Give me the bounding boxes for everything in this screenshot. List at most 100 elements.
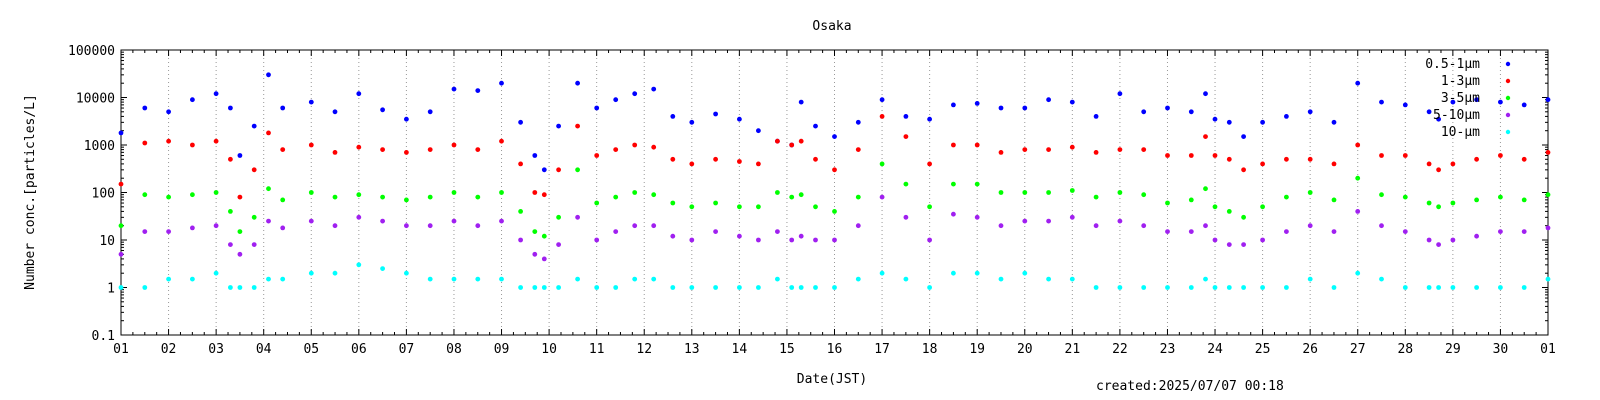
data-point <box>713 229 718 235</box>
data-point <box>475 223 481 229</box>
data-point <box>1226 119 1232 125</box>
data-point <box>951 181 956 187</box>
data-point <box>775 138 780 144</box>
data-point <box>998 105 1004 111</box>
data-point <box>1307 276 1313 282</box>
x-tick-label: 29 <box>1445 342 1461 357</box>
data-point <box>541 167 547 173</box>
legend-marker <box>1505 112 1511 118</box>
y-tick-label: 10 <box>99 234 115 249</box>
data-point <box>1307 109 1313 115</box>
data-point <box>356 192 362 198</box>
series-1 <box>118 114 1551 200</box>
data-point <box>1426 200 1432 206</box>
data-point <box>951 142 956 148</box>
data-point <box>613 285 619 290</box>
data-point <box>380 194 385 200</box>
data-point <box>737 204 742 210</box>
data-point <box>1117 147 1123 153</box>
x-tick-label: 08 <box>446 342 462 357</box>
data-point <box>1450 99 1456 105</box>
chart-title: Osaka <box>812 19 851 34</box>
data-point <box>541 285 547 290</box>
data-point <box>1260 237 1265 243</box>
data-point <box>1426 161 1432 167</box>
data-point <box>1426 285 1432 290</box>
data-point <box>280 105 286 111</box>
data-point <box>1545 225 1551 231</box>
data-point <box>251 242 257 248</box>
data-point <box>1241 285 1246 290</box>
data-point <box>756 285 761 290</box>
data-point <box>404 223 409 229</box>
data-point <box>1545 192 1551 198</box>
data-point <box>632 91 638 97</box>
x-tick-label: 15 <box>779 342 795 357</box>
data-point <box>308 190 314 195</box>
data-point <box>927 237 932 243</box>
data-point <box>855 223 861 229</box>
data-point <box>1436 285 1441 290</box>
data-point <box>575 80 580 86</box>
legend-label: 5-10μm <box>1433 108 1480 123</box>
legend: 0.5-1μm 1-3μm 3-5μm 5-10μm 10-μm <box>1425 57 1511 140</box>
data-point <box>404 116 409 122</box>
data-point <box>855 147 861 153</box>
data-point <box>213 91 219 97</box>
data-point <box>251 285 257 290</box>
data-point <box>1212 204 1218 210</box>
data-point <box>1093 285 1099 290</box>
data-point <box>228 105 233 111</box>
data-point <box>1046 147 1051 153</box>
data-point <box>1355 80 1361 86</box>
data-point <box>118 251 124 257</box>
data-point <box>237 251 243 257</box>
data-point <box>1331 119 1337 125</box>
data-point <box>1450 200 1456 206</box>
data-point <box>1093 150 1099 155</box>
y-axis-ticks: 0.1 1 10 100 1000 10000 100000 <box>68 44 1548 344</box>
data-point <box>556 285 561 290</box>
data-point <box>1165 200 1170 206</box>
x-axis-ticks: 01 02 03 04 05 06 07 08 09 10 11 12 13 14 15 16 17 18 19 20… <box>113 50 1556 357</box>
data-point <box>1046 190 1051 195</box>
data-point <box>380 266 385 271</box>
data-point <box>1355 270 1361 276</box>
data-point <box>1474 97 1479 103</box>
x-tick-label: 12 <box>636 342 652 357</box>
data-point <box>651 192 657 198</box>
data-point <box>613 147 619 153</box>
data-point <box>1545 276 1551 282</box>
data-point <box>427 194 433 200</box>
data-point <box>1141 147 1147 153</box>
data-point <box>998 150 1004 155</box>
x-tick-label: 02 <box>161 342 177 357</box>
x-tick-label: 21 <box>1065 342 1081 357</box>
data-point <box>532 229 538 235</box>
data-point <box>651 223 657 229</box>
data-point <box>251 123 257 129</box>
data-point <box>798 192 804 198</box>
data-point <box>556 242 561 248</box>
data-point <box>166 229 172 235</box>
data-point <box>1117 218 1123 224</box>
data-point <box>213 190 219 195</box>
data-point <box>532 153 538 158</box>
data-point <box>266 130 271 136</box>
x-tick-label: 01 <box>113 342 129 357</box>
data-point <box>1069 99 1075 105</box>
data-point <box>118 130 124 136</box>
data-point <box>1379 192 1384 198</box>
data-point <box>332 150 338 155</box>
data-point <box>1188 197 1194 203</box>
data-point <box>613 97 619 103</box>
data-point <box>713 156 718 162</box>
data-point <box>789 194 795 200</box>
data-point <box>251 167 257 173</box>
data-point <box>737 159 742 164</box>
x-tick-label: 19 <box>969 342 985 357</box>
data-point <box>879 194 885 200</box>
data-point <box>1450 285 1456 290</box>
data-point <box>974 181 980 187</box>
data-point <box>1307 156 1313 162</box>
